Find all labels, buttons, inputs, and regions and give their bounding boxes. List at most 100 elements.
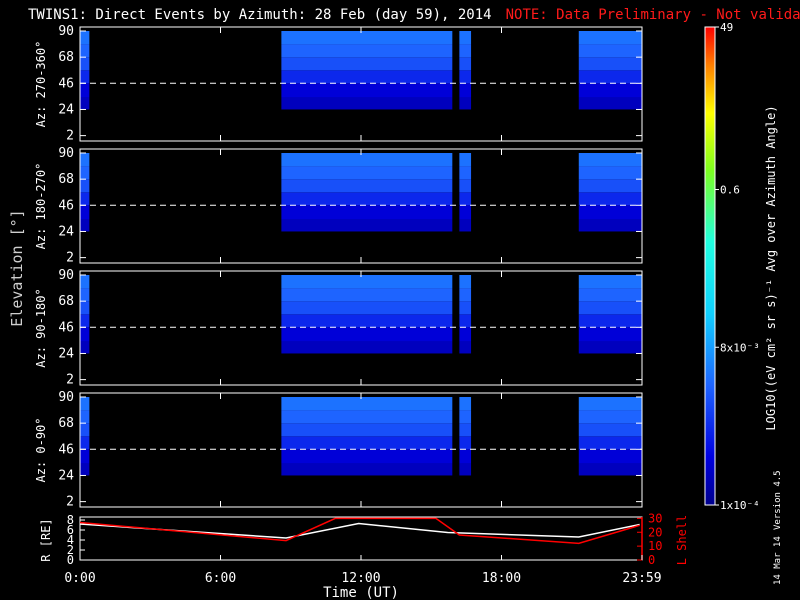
heat-cell [578, 463, 642, 476]
heat-cell [80, 153, 90, 167]
colorbar-tick-label: 0.6 [720, 184, 740, 197]
heat-cell [459, 44, 472, 58]
x-tick-label: 6:00 [205, 571, 236, 586]
y-tick-label: 46 [58, 76, 74, 91]
heat-cell [578, 327, 642, 342]
footer-version: Version 4.5 [773, 470, 783, 530]
heat-cell [80, 397, 90, 411]
elevation-axis-label: Elevation [°] [8, 209, 26, 326]
x-tick-label: 12:00 [341, 571, 380, 586]
heat-cell [459, 327, 472, 342]
heatmap-panel: 2 24 46 68 90 Az: 180-270° [34, 146, 643, 266]
heat-cell [578, 423, 642, 437]
heat-cell [80, 44, 90, 58]
heat-cell [281, 153, 453, 167]
heat-cell [281, 97, 453, 110]
heat-cell [459, 57, 472, 71]
heat-cell [459, 166, 472, 180]
heat-cell [459, 97, 472, 110]
heat-cell [80, 341, 90, 354]
heat-cell [578, 179, 642, 193]
r-tick-label: 2 [67, 543, 74, 557]
lshell-tick-label: 20 [648, 525, 662, 539]
heat-cell [459, 314, 472, 328]
heat-cell [80, 192, 90, 206]
title-text: TWINS1: Direct Events by Azimuth: 28 Feb… [28, 7, 492, 23]
heat-cell [578, 57, 642, 71]
heat-cell [281, 83, 453, 98]
heat-cell [80, 70, 90, 84]
heat-cell [578, 166, 642, 180]
heat-cell [80, 288, 90, 302]
x-tick-label: 0:00 [64, 571, 95, 586]
heat-cell [80, 327, 90, 342]
heat-cell [459, 31, 472, 45]
heat-cell [459, 205, 472, 220]
axis-labels: Elevation [°] 14 Mar 14 Version 4.5 [8, 209, 783, 585]
heat-cell [281, 463, 453, 476]
heat-cell [578, 397, 642, 411]
heat-cell [578, 153, 642, 167]
colorbar-label: LOG10((eV cm² sr s)⁻¹ Avg over Azimuth A… [764, 105, 778, 430]
y-tick-label: 90 [58, 146, 74, 161]
y-tick-label: 2 [66, 129, 74, 144]
r-tick-label: 8 [67, 513, 74, 527]
heat-cell [80, 436, 90, 450]
x-tick-label: 18:00 [482, 571, 521, 586]
heat-cell [281, 301, 453, 315]
heatmap-panel: 2 24 46 68 90 Az: 0-90° [34, 390, 643, 510]
y-tick-label: 68 [58, 172, 74, 187]
heat-cell [578, 275, 642, 289]
r-tick-label: 0 [67, 553, 74, 567]
heat-cell [578, 436, 642, 450]
y-tick-label: 2 [66, 495, 74, 510]
heatmap-panels: 2 24 46 68 90 Az: 270-360° 2 24 46 68 90 Az: 180-27… [34, 24, 643, 510]
heat-cell [281, 166, 453, 180]
heat-cell [459, 288, 472, 302]
y-tick-label: 90 [58, 268, 74, 283]
y-tick-label: 90 [58, 390, 74, 405]
y-tick-label: 68 [58, 294, 74, 309]
heat-cell [80, 205, 90, 220]
heat-cell [80, 31, 90, 45]
heat-cell [281, 219, 453, 232]
azimuth-label: Az: 270-360° [34, 41, 48, 128]
colorbar-tick-label: 8x10⁻³ [720, 341, 760, 354]
heat-cell [281, 179, 453, 193]
colorbar-scale [704, 26, 716, 506]
heat-cell [281, 449, 453, 464]
heat-cell [459, 436, 472, 450]
heat-cell [459, 192, 472, 206]
heat-cell [80, 275, 90, 289]
heat-cell [80, 301, 90, 315]
heat-cell [578, 301, 642, 315]
heat-cell [459, 410, 472, 424]
colorbar: 1x10⁻⁴ 8x10⁻³ 0.6 49 LOG10((eV cm² sr s)⁻¹ A… [704, 21, 778, 512]
heat-cell [459, 83, 472, 98]
heat-cell [281, 192, 453, 206]
heat-cell [459, 275, 472, 289]
r-tick-label: 6 [67, 523, 74, 537]
azimuth-label: Az: 90-180° [34, 288, 48, 367]
y-tick-label: 24 [58, 102, 74, 117]
heat-cell [578, 288, 642, 302]
heat-cell [80, 463, 90, 476]
heat-cell [80, 314, 90, 328]
heat-cell [281, 397, 453, 411]
heat-cell [281, 423, 453, 437]
y-tick-label: 2 [66, 373, 74, 388]
colorbar-tick-label: 49 [720, 21, 733, 34]
y-tick-label: 24 [58, 346, 74, 361]
y-tick-label: 68 [58, 50, 74, 65]
heat-cell [281, 70, 453, 84]
colorbar-tick-label: 1x10⁻⁴ [720, 499, 760, 512]
lshell-tick-label: 10 [648, 539, 662, 553]
heat-cell [459, 179, 472, 193]
heat-cell [281, 288, 453, 302]
heat-cell [459, 153, 472, 167]
heat-cell [281, 57, 453, 71]
series-line [79, 522, 640, 539]
heat-cell [578, 205, 642, 220]
